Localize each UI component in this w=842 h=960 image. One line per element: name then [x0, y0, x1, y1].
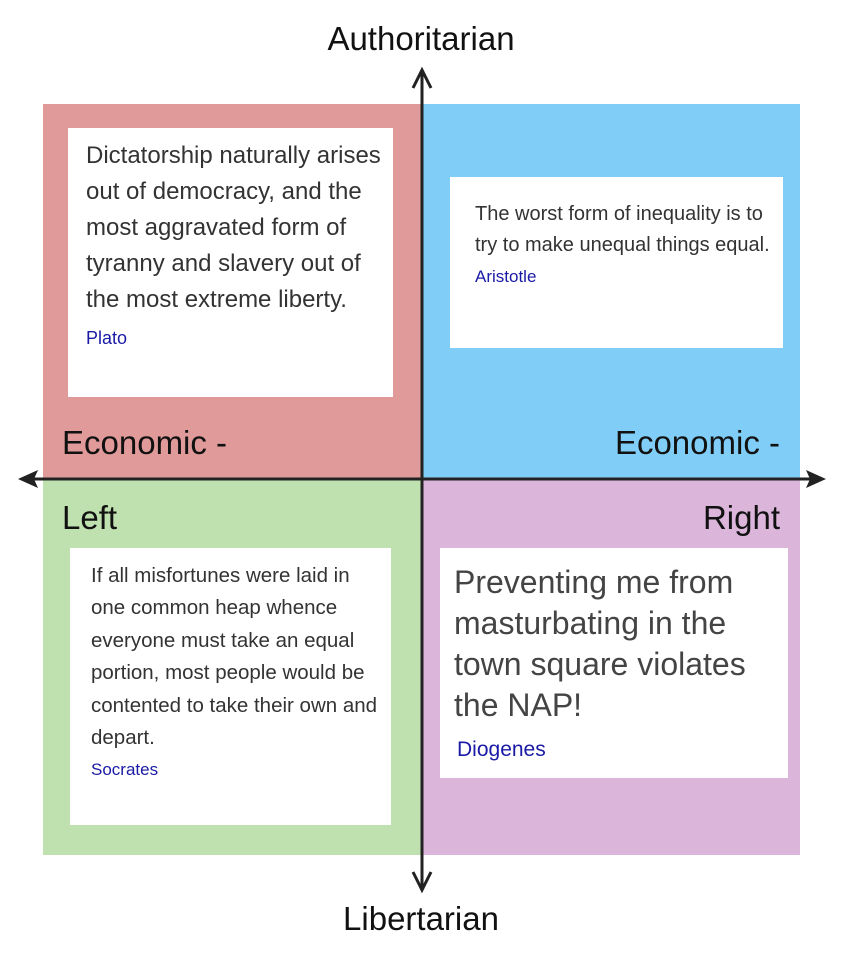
- arrow-down-icon: [411, 871, 433, 894]
- quote-card-diogenes: Preventing me from masturbating in the t…: [440, 548, 788, 778]
- quote-author: Plato: [86, 328, 128, 348]
- axis-label-libertarian: Libertarian: [343, 900, 499, 937]
- quote-author: Aristotle: [475, 267, 537, 286]
- axis-label-right: Right: [702, 499, 780, 536]
- quote-text: Dictatorship naturally arises out of dem…: [86, 142, 381, 313]
- quote-text: Preventing me from masturbating in the t…: [454, 564, 746, 723]
- arrow-left-icon: [18, 470, 38, 488]
- quote-text: The worst form of inequality is to try t…: [475, 203, 770, 256]
- quote-text: If all misfortunes were laid in one comm…: [91, 564, 378, 749]
- quote-card-plato: Dictatorship naturally arises out of dem…: [68, 128, 393, 397]
- arrow-right-icon: [806, 470, 826, 488]
- quote-card-aristotle: The worst form of inequality is to try t…: [450, 177, 783, 348]
- label-economic-right-upper: Economic -: [614, 424, 780, 461]
- quote-author: Diogenes: [457, 737, 546, 761]
- axis-label-authoritarian: Authoritarian: [327, 20, 515, 57]
- axis-label-left: Left: [62, 499, 118, 536]
- arrow-up-icon: [411, 66, 433, 89]
- quote-card-socrates: If all misfortunes were laid in one comm…: [70, 548, 391, 825]
- quote-author: Socrates: [91, 760, 159, 780]
- label-economic-left-upper: Economic -: [62, 424, 228, 461]
